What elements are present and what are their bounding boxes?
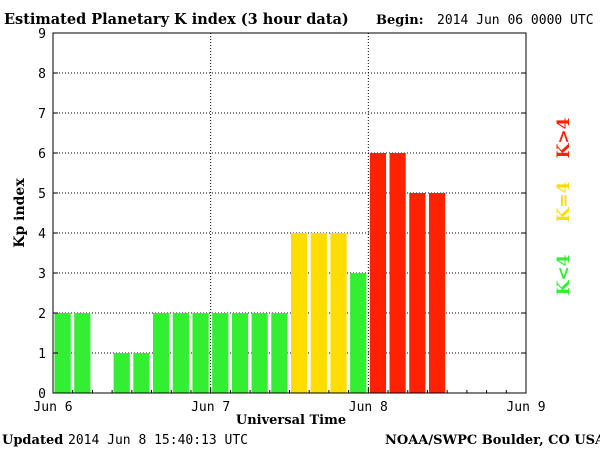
kp-bar xyxy=(74,313,91,393)
y-axis-label: Kp index xyxy=(12,178,28,248)
y-tick-label: 1 xyxy=(38,347,46,362)
x-tick-label: Jun 9 xyxy=(506,400,545,415)
y-tick-label: 3 xyxy=(38,267,46,282)
grid-lines xyxy=(53,33,526,393)
y-tick-label: 8 xyxy=(38,67,46,82)
kp-bar xyxy=(389,153,406,393)
kp-bar xyxy=(330,233,347,393)
updated-label: Updated xyxy=(2,433,63,448)
y-tick-label: 9 xyxy=(38,27,46,42)
plot-frame xyxy=(52,32,527,394)
kp-bar xyxy=(271,313,288,393)
y-tick-label: 7 xyxy=(38,107,46,122)
kp-bar xyxy=(192,313,209,393)
x-tick-label: Jun 8 xyxy=(349,400,388,415)
source-credit: NOAA/SWPC Boulder, CO USA xyxy=(385,433,600,448)
kp-bar xyxy=(428,193,446,393)
x-tick-label: Jun 6 xyxy=(33,400,72,415)
kp-bar xyxy=(54,313,71,393)
kp-bar xyxy=(172,313,189,393)
kp-bar xyxy=(153,313,170,393)
kp-bar xyxy=(231,313,249,393)
legend-k-eq4: K=4 xyxy=(554,181,574,222)
axes-group: 0 1 2 3 4 5 6 7 8 9 Jun 6 Jun 7 Jun 8 Jun 9 xyxy=(33,27,545,415)
kp-bar xyxy=(409,193,426,393)
begin-label: Begin: xyxy=(376,13,424,28)
y-tick-label: 2 xyxy=(38,307,46,322)
kp-bar xyxy=(113,353,130,393)
updated-value: 2014 Jun 8 15:40:13 UTC xyxy=(68,433,248,448)
x-tick-label: Jun 7 xyxy=(191,400,230,415)
kp-bar xyxy=(133,353,150,393)
kp-bar xyxy=(310,233,327,393)
x-axis-label: Universal Time xyxy=(236,413,346,428)
y-tick-label: 5 xyxy=(38,187,46,202)
begin-value: 2014 Jun 06 0000 UTC xyxy=(437,13,594,28)
kp-bar xyxy=(251,313,268,393)
bars-group xyxy=(54,153,446,393)
legend-k-gt4: K>4 xyxy=(554,117,574,158)
kp-bar xyxy=(369,153,387,393)
y-tick-label: 6 xyxy=(38,147,46,162)
kp-bar xyxy=(212,313,229,393)
chart-title: Estimated Planetary K index (3 hour data… xyxy=(4,11,349,28)
y-tick-label: 0 xyxy=(38,387,46,402)
legend-k-lt4: K<4 xyxy=(554,254,574,295)
y-tick-label: 4 xyxy=(38,227,46,242)
kp-bar xyxy=(350,273,367,393)
kp-bar xyxy=(291,233,308,393)
